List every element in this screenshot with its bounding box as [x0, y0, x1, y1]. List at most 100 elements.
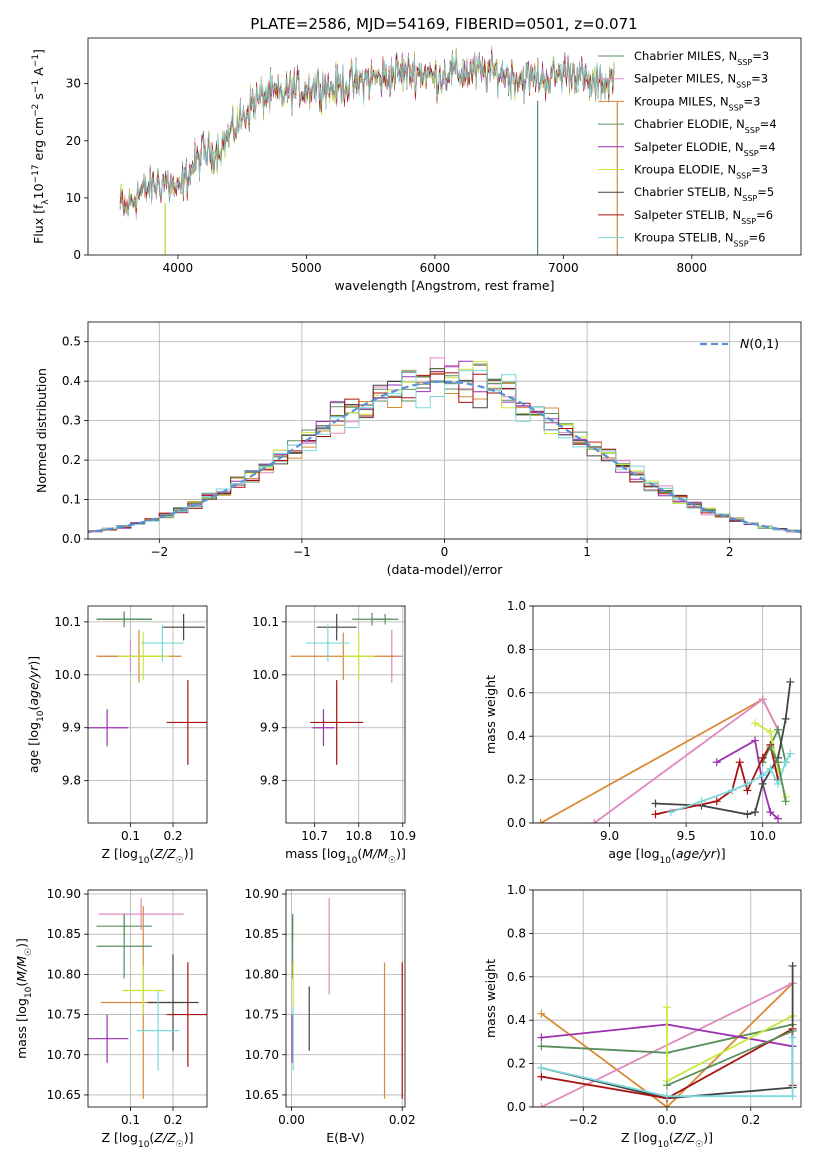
weight-line — [541, 1037, 794, 1098]
normal-curve — [88, 380, 801, 534]
y-tick-label: 30 — [66, 77, 81, 91]
x-axis-label: mass [log10(M/M☉)] — [285, 846, 406, 866]
weight-marker — [751, 719, 760, 728]
x-tick-label: 10.9 — [389, 829, 416, 843]
legend-entry: Chabrier STELIB, NSSP=5 — [634, 185, 774, 203]
legend-entry: Chabrier MILES, NSSP=3 — [634, 49, 769, 67]
y-tick-label: 9.8 — [260, 774, 279, 788]
y-tick-label: 1.0 — [507, 599, 526, 613]
axes-frame — [87, 321, 802, 540]
y-tick-label: 9.8 — [62, 774, 81, 788]
weight-marker — [774, 758, 783, 767]
y-tick-label: 10.80 — [245, 967, 279, 981]
spectrum-legend: Chabrier MILES, NSSP=3 Salpeter MILES, NS… — [598, 49, 777, 248]
age_vs_mass-errorbars — [290, 612, 403, 765]
axes-frame — [285, 889, 406, 1108]
y-axis-label: Flux [fλ10−17 erg cm−2 s−1 A−1] — [31, 49, 51, 244]
x-tick-label: 0.1 — [121, 1113, 140, 1127]
weight-marker — [728, 786, 737, 795]
y-tick-label: 10.0 — [54, 668, 81, 682]
axes-frame — [285, 605, 406, 824]
weight-marker — [712, 797, 721, 806]
mass_vs_ebv-panel: 0.00 0.02 10.65 10.70 10.75 10.80 10.85 10.90 E(… — [245, 887, 416, 1145]
weight-marker — [712, 758, 721, 767]
weight-marker — [766, 808, 775, 817]
weight-marker — [781, 758, 790, 767]
y-tick-label: 10.90 — [47, 887, 81, 901]
y-tick-label: 10.70 — [245, 1048, 279, 1062]
y-tick-label: 10.70 — [47, 1048, 81, 1062]
weight-marker — [774, 725, 783, 734]
weight-marker — [537, 1072, 546, 1081]
y-tick-label: 9.9 — [62, 721, 81, 735]
weight_vs_z-panel: −0.2 0.0 0.2 0.0 0.2 0.4 0.6 0.8 1.0 Z [log10(Z/Z… — [483, 883, 802, 1150]
weight-marker — [758, 779, 767, 788]
legend-entry: Chabrier ELODIE, NSSP=4 — [634, 117, 777, 135]
age_vs_mass-panel: 10.7 10.8 10.9 9.8 9.9 10.0 10.1 mass [log10(M/… — [252, 605, 416, 866]
x-tick-label: 10.8 — [345, 829, 372, 843]
y-tick-label: 10.85 — [47, 927, 81, 941]
histogram-steps — [88, 357, 801, 535]
weight-marker — [663, 1092, 671, 1101]
x-tick-label: 0.1 — [121, 829, 140, 843]
x-tick-label: 4000 — [163, 261, 194, 275]
weight-marker — [743, 779, 752, 788]
x-tick-label: 0.00 — [278, 1113, 305, 1127]
weight-marker — [537, 1042, 546, 1051]
weight-marker — [537, 1033, 546, 1042]
y-tick-label: 1.0 — [507, 883, 526, 897]
y-tick-label: 0.2 — [507, 1057, 526, 1071]
weight-line — [655, 681, 792, 816]
x-tick-label: −1 — [293, 545, 311, 559]
mass_vs_z-panel: 0.1 0.2 10.65 10.70 10.75 10.80 10.85 10.90 Z [l… — [14, 887, 208, 1150]
x-tick-label: 6000 — [420, 261, 451, 275]
legend-entry: Salpeter MILES, NSSP=3 — [634, 72, 768, 90]
weight-line — [540, 982, 794, 1107]
x-tick-label: 0.2 — [741, 1113, 760, 1127]
y-tick-label: 10.65 — [47, 1088, 81, 1102]
x-tick-label: 7000 — [548, 261, 579, 275]
legend-entry: Kroupa ELODIE, NSSP=3 — [634, 163, 768, 181]
age_vs_z-panel: 0.1 0.2 9.8 9.9 10.0 10.1 Z [log10(Z/Z☉)] age [… — [26, 605, 208, 866]
weight-line — [666, 1030, 793, 1087]
weight-marker — [788, 961, 797, 970]
y-axis-label: age [log10(age/yr)] — [26, 656, 46, 773]
y-tick-label: 10.1 — [54, 615, 81, 629]
x-axis-label: age [log10(age/yr)] — [608, 846, 725, 866]
weight-marker — [663, 1103, 671, 1107]
axes-frame — [532, 605, 802, 824]
weight-marker — [774, 779, 783, 788]
spectrum-line — [119, 47, 615, 215]
y-axis-label: mass [log10(M/M☉)] — [14, 938, 34, 1059]
y-tick-label: 10.80 — [47, 967, 81, 981]
x-tick-label: 10.7 — [301, 829, 328, 843]
weight-marker — [536, 819, 545, 823]
weight-marker — [766, 743, 775, 752]
weight-marker — [590, 819, 599, 823]
weight-marker — [663, 1081, 671, 1090]
x-tick-label: 1 — [583, 545, 591, 559]
weight-marker — [537, 1103, 546, 1107]
age_vs_z-errorbars — [88, 611, 207, 765]
y-tick-label: 0.0 — [62, 532, 81, 546]
residuals-panel: −2 −1 0 1 2 0.0 0.1 0.2 0.3 0.4 0.5 (data-model)/er… — [34, 321, 802, 577]
x-tick-label: −2 — [150, 545, 168, 559]
histogram-step — [88, 370, 801, 533]
weight-marker — [758, 753, 767, 762]
x-tick-label: 0.0 — [657, 1113, 676, 1127]
weight-marker — [651, 810, 660, 819]
y-tick-label: 0.0 — [507, 816, 526, 830]
weight-marker — [781, 714, 790, 723]
legend-entry: Salpeter STELIB, NSSP=6 — [634, 208, 773, 226]
weight-marker — [786, 749, 795, 758]
y-tick-label: 0.1 — [62, 493, 81, 507]
weight-marker — [758, 771, 767, 780]
x-axis-label: (data-model)/error — [387, 562, 504, 577]
weight_vs_z-lines — [537, 961, 797, 1107]
residual-legend: N(0,1) — [700, 336, 779, 351]
y-tick-label: 0.5 — [62, 335, 81, 349]
y-tick-label: 0.4 — [507, 729, 526, 743]
x-tick-label: 0.2 — [163, 829, 182, 843]
axes-frame — [87, 889, 208, 1108]
